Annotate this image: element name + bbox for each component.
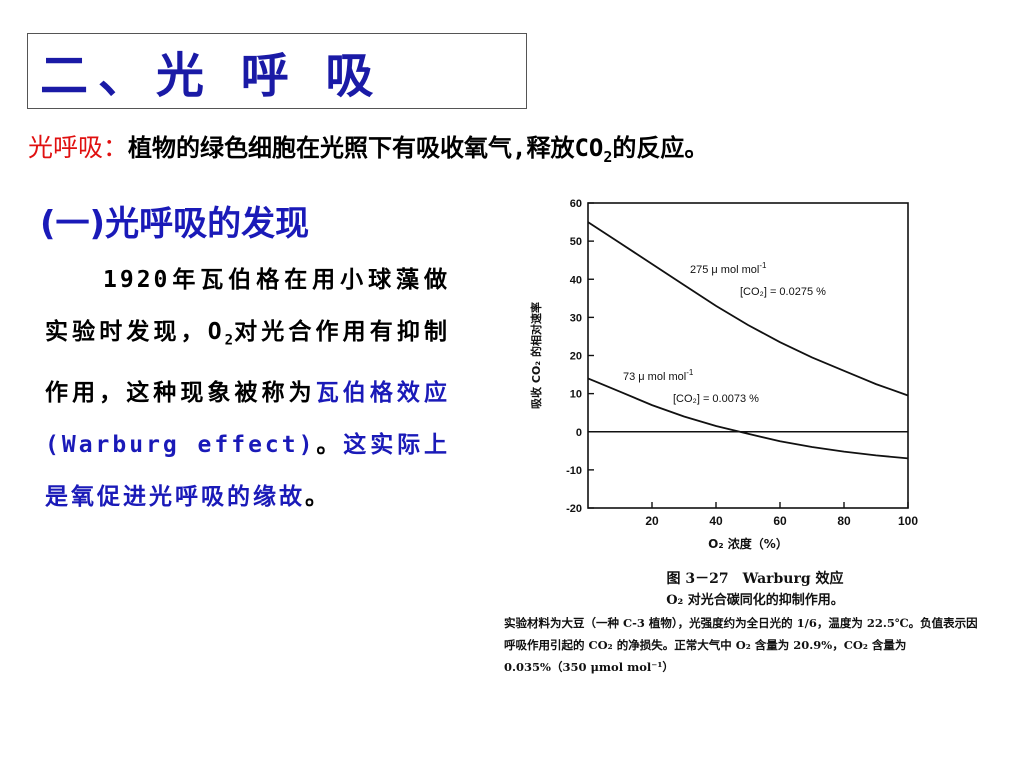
y-tick-label: -20 — [566, 503, 582, 515]
para-part1: 1920年瓦伯格在用小球藻做实验时发现，O — [45, 267, 450, 345]
figure-caption: 图 3－27 Warburg 效应 O₂ 对光合碳同化的抑制作用。 实验材料为大… — [500, 568, 980, 678]
plot-frame — [587, 202, 909, 509]
title-box: 二、光 呼 吸 — [27, 33, 527, 109]
y-tick-label: 10 — [570, 389, 582, 401]
y-axis-label: 吸收 CO₂ 的相对速率 — [529, 302, 543, 409]
definition-end: 的反应。 — [612, 134, 709, 162]
y-tick-label: 0 — [576, 427, 582, 439]
para-subscript: 2 — [224, 332, 234, 349]
series-annotation-1: 275 μ mol mol-1 — [690, 261, 767, 276]
y-tick-label: 30 — [570, 312, 582, 324]
para-part2: 对光合作用有抑制作用，这种现象被称为 — [45, 319, 450, 406]
caption-note: 实验材料为大豆（一种 C-3 植物），光强度约为全日光的 1/6，温度为 22.… — [504, 616, 978, 674]
series-annotation-2: 73 μ mol mol-1 — [623, 368, 694, 383]
caption-subtitle: O₂ 对光合碳同化的抑制作用。 — [666, 593, 844, 608]
y-tick-label: 20 — [570, 351, 582, 363]
y-tick-label: 40 — [570, 274, 582, 286]
x-axis-label: O₂ 浓度（%） — [708, 536, 788, 551]
series-line-1 — [587, 221, 909, 397]
definition-body: 植物的绿色细胞在光照下有吸收氧气,释放CO2的反应。 — [128, 134, 709, 166]
para-part3: 。 — [315, 431, 344, 458]
warburg-figure: 60 50 40 30 20 10 0 -10 -20 20 40 60 80 100 275 μ mol … — [500, 190, 980, 720]
y-tick-label: 50 — [570, 236, 582, 248]
para-end: 。 — [305, 483, 331, 510]
section-heading: (一)光呼吸的发现 — [40, 204, 310, 244]
x-tick-label: 20 — [645, 514, 659, 528]
x-tick-label: 80 — [837, 514, 851, 528]
slide-title: 二、光 呼 吸 — [40, 48, 384, 104]
y-tick-label: -10 — [566, 465, 582, 477]
definition-label: 光呼吸： — [28, 133, 129, 162]
x-tick-label: 60 — [773, 514, 787, 528]
y-tick-label: 60 — [570, 198, 582, 210]
definition-line: 光呼吸：植物的绿色细胞在光照下有吸收氧气,释放CO2的反应。 — [28, 128, 708, 166]
discovery-paragraph: 1920年瓦伯格在用小球藻做实验时发现，O2对光合作用有抑制作用，这种现象被称为… — [45, 254, 450, 523]
definition-text: 植物的绿色细胞在光照下有吸收氧气,释放CO — [128, 134, 604, 162]
series-annotation-line2-2: [CO₂] = 0.0073 % — [673, 393, 759, 405]
caption-title: 图 3－27 Warburg 效应 — [666, 571, 844, 587]
para-highlight-photorespiration: 这实际上是氧促进光呼吸的缘故 — [45, 431, 450, 510]
series-line-2 — [587, 377, 909, 460]
x-tick-label: 40 — [709, 514, 723, 528]
definition-subscript: 2 — [603, 147, 613, 166]
x-tick-label: 100 — [898, 514, 918, 528]
series-annotation-line2-1: [CO₂] = 0.0275 % — [740, 286, 826, 298]
para-highlight-warburg: 瓦伯格效应(Warburg effect) — [45, 379, 451, 458]
